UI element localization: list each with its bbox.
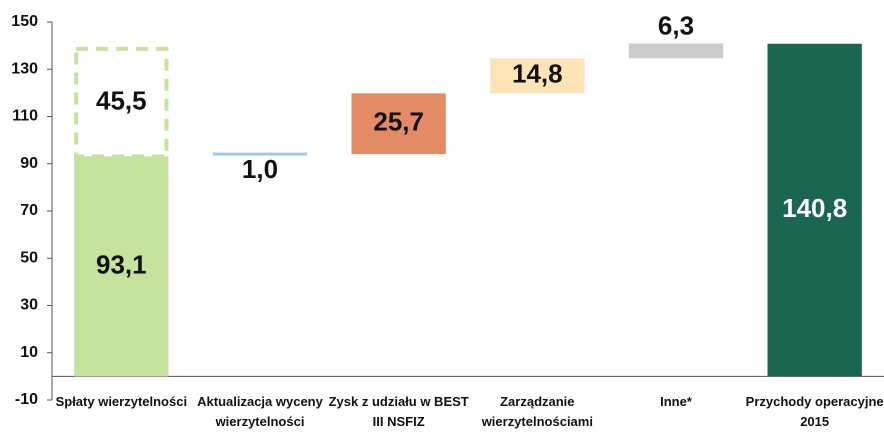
bar xyxy=(74,156,169,377)
bar xyxy=(767,43,862,377)
y-tick-label: 30 xyxy=(20,297,38,314)
x-tick-label: 2015 xyxy=(800,414,829,429)
x-tick-label: Aktualizacja wyceny xyxy=(197,394,323,409)
bar xyxy=(351,93,446,155)
bar xyxy=(212,152,308,156)
y-tick-label: 150 xyxy=(11,13,38,30)
y-tick-label: 90 xyxy=(20,155,38,172)
x-tick-label: Przychody operacyjne xyxy=(746,394,884,409)
x-tick-label: Spłaty wierzytelności xyxy=(56,394,188,409)
bar xyxy=(628,43,724,59)
x-tick-label: Zarządzanie xyxy=(500,394,574,409)
y-tick-label: 50 xyxy=(20,249,38,266)
value-label: 93,1 xyxy=(96,249,147,279)
value-label: 25,7 xyxy=(373,107,424,137)
y-tick-label: -10 xyxy=(15,391,38,408)
y-tick-label: 110 xyxy=(12,108,38,125)
x-tick-label: wierzytelności xyxy=(215,414,305,429)
value-label: 1,0 xyxy=(242,154,278,184)
y-tick-label: 130 xyxy=(11,60,38,77)
x-tick-label: Inne* xyxy=(660,394,693,409)
x-tick-label: III NSFIZ xyxy=(373,414,425,429)
value-label: 14,8 xyxy=(512,59,563,89)
y-tick-label: 70 xyxy=(20,202,38,219)
x-tick-label: wierzytelnościami xyxy=(481,414,593,429)
bar xyxy=(490,58,585,94)
value-label: 6,3 xyxy=(658,10,694,40)
value-label: 45,5 xyxy=(96,86,147,116)
x-tick-label: Zysk z udziału w BEST xyxy=(329,394,469,409)
value-label: 140,8 xyxy=(782,193,847,223)
y-tick-label: 10 xyxy=(20,344,38,361)
dashed-bar xyxy=(74,46,169,159)
